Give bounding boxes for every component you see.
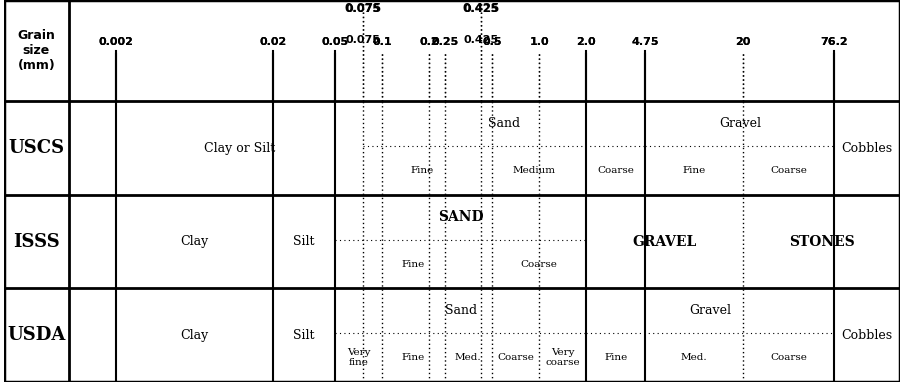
Text: 0.2: 0.2 (419, 37, 439, 47)
Text: 0.1: 0.1 (373, 37, 392, 47)
Text: 0.05: 0.05 (321, 37, 348, 47)
Text: 1.0: 1.0 (529, 37, 549, 47)
Text: 0.002: 0.002 (98, 37, 133, 47)
Text: Gravel: Gravel (719, 117, 760, 130)
Text: 0.425: 0.425 (462, 2, 500, 15)
Text: 0.5: 0.5 (482, 37, 501, 47)
Text: Silt: Silt (293, 235, 315, 248)
Text: Coarse: Coarse (497, 353, 534, 362)
Text: Clay or Silt: Clay or Silt (203, 141, 274, 155)
Text: Sand: Sand (488, 117, 520, 130)
Text: 76.2: 76.2 (821, 37, 848, 47)
Text: 76.2: 76.2 (821, 37, 848, 47)
Text: Fine: Fine (401, 353, 425, 362)
Text: 0.075: 0.075 (346, 36, 380, 45)
Text: 4.75: 4.75 (632, 37, 659, 47)
Text: 0.425: 0.425 (464, 36, 499, 45)
Text: Fine: Fine (410, 166, 434, 175)
Text: 0.1: 0.1 (373, 37, 392, 47)
Text: Fine: Fine (401, 260, 425, 269)
Text: Gravel: Gravel (689, 304, 732, 317)
Text: ISSS: ISSS (13, 233, 59, 251)
Text: 20: 20 (735, 37, 751, 47)
Text: Clay: Clay (180, 329, 208, 342)
Text: Coarse: Coarse (770, 166, 807, 175)
Text: 0.002: 0.002 (98, 37, 133, 47)
Text: Very
coarse: Very coarse (545, 348, 580, 367)
Text: USCS: USCS (8, 139, 65, 157)
Text: Very
fine: Very fine (346, 348, 371, 367)
Text: Cobbles: Cobbles (842, 329, 893, 342)
Text: USDA: USDA (7, 326, 66, 344)
Text: 0.5: 0.5 (482, 37, 501, 47)
Text: Grain
size
(mm): Grain size (mm) (17, 29, 55, 72)
Text: 0.25: 0.25 (431, 37, 458, 47)
Text: SAND: SAND (438, 210, 483, 224)
Text: Med.: Med. (455, 353, 482, 362)
Text: Medium: Medium (512, 166, 555, 175)
Text: 1.0: 1.0 (529, 37, 549, 47)
Text: Fine: Fine (682, 166, 706, 175)
Text: 0.05: 0.05 (321, 37, 348, 47)
Text: Clay: Clay (180, 235, 208, 248)
Text: 20: 20 (735, 37, 751, 47)
Text: 2.0: 2.0 (577, 37, 596, 47)
Text: 4.75: 4.75 (632, 37, 659, 47)
Text: 0.25: 0.25 (431, 37, 458, 47)
Text: Coarse: Coarse (521, 260, 557, 269)
Text: Silt: Silt (293, 329, 315, 342)
Text: Med.: Med. (681, 353, 707, 362)
Text: 2.0: 2.0 (577, 37, 596, 47)
Text: 0.2: 0.2 (419, 37, 439, 47)
Text: Cobbles: Cobbles (842, 141, 893, 155)
Text: 0.075: 0.075 (346, 4, 380, 14)
Text: Fine: Fine (604, 353, 627, 362)
Text: 0.425: 0.425 (464, 4, 499, 14)
Text: STONES: STONES (788, 235, 854, 249)
Text: 0.075: 0.075 (344, 2, 382, 15)
Text: Sand: Sand (445, 304, 477, 317)
Text: 0.02: 0.02 (259, 37, 286, 47)
Text: Coarse: Coarse (598, 166, 634, 175)
Text: GRAVEL: GRAVEL (633, 235, 697, 249)
Text: Coarse: Coarse (770, 353, 807, 362)
Text: 0.02: 0.02 (259, 37, 286, 47)
